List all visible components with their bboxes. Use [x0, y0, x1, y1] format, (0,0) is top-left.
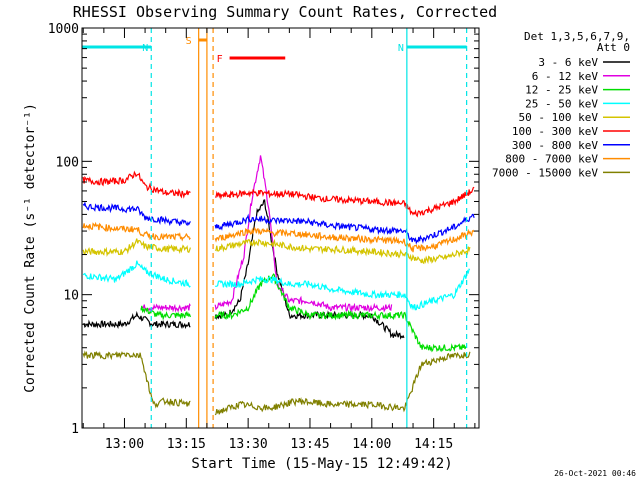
marker-label-3: F [217, 54, 223, 65]
legend-label-0: 3 - 6 keV [538, 56, 598, 69]
legend-label-6: 300 - 800 keV [512, 139, 598, 152]
marker-label-1: N [398, 43, 404, 54]
marker-label-0: N [142, 43, 148, 54]
legend-label-8: 7000 - 15000 keV [492, 166, 598, 179]
x-axis-label: Start Time (15-May-15 12:49:42) [191, 456, 452, 472]
series-line-2-seg-1 [214, 273, 467, 353]
series-line-6-seg-0 [82, 201, 191, 227]
chart-title: RHESSI Observing Summary Count Rates, Co… [73, 3, 497, 21]
series-line-0-seg-0 [82, 310, 191, 330]
series-line-2-seg-0 [140, 305, 191, 321]
legend-header-0: Det 1,3,5,6,7,9, [524, 30, 630, 43]
legend-label-2: 12 - 25 keV [525, 84, 598, 97]
series-line-3-seg-1 [215, 268, 471, 311]
legend-label-4: 50 - 100 keV [519, 111, 599, 124]
y-axis-label: Corrected Count Rate (s⁻¹ detector⁻¹) [23, 103, 38, 393]
legend-header-1: Att 0 [597, 41, 630, 54]
series-line-5-seg-1 [215, 186, 475, 218]
x-tick-label-3: 13:45 [290, 437, 329, 452]
annotation-layer: N N S F [82, 28, 468, 428]
series-line-7-seg-0 [82, 221, 191, 242]
x-tick-label-2: 13:30 [229, 437, 268, 452]
marker-label-2: S [186, 36, 192, 47]
y-tick-label-0: 1 [71, 422, 79, 437]
series-line-1-seg-0 [140, 302, 191, 313]
plot-frame [81, 27, 480, 429]
y-tick-label-1: 10 [63, 289, 79, 304]
series-line-4-seg-1 [214, 238, 471, 265]
x-tick-label-5: 14:15 [414, 437, 453, 452]
series-line-6-seg-1 [214, 213, 475, 245]
legend-label-5: 100 - 300 keV [512, 125, 598, 138]
series-line-7-seg-1 [214, 226, 475, 253]
y-tick-label-3: 1000 [48, 22, 79, 37]
legend-label-3: 25 - 50 keV [525, 97, 598, 110]
x-tick-label-4: 14:00 [352, 437, 391, 452]
footer-date: 26-Oct-2021 00:46 [554, 469, 636, 478]
series-line-1-seg-1 [214, 155, 393, 313]
series-layer [82, 155, 475, 416]
x-tick-label-1: 13:15 [167, 437, 206, 452]
legend-label-7: 800 - 7000 keV [505, 153, 598, 166]
series-line-8-seg-0 [82, 350, 191, 409]
x-tick-label-0: 13:00 [105, 437, 144, 452]
legend-label-1: 6 - 12 keV [532, 70, 599, 83]
series-line-5-seg-0 [82, 170, 191, 199]
series-line-3-seg-0 [82, 260, 191, 288]
series-line-4-seg-0 [82, 238, 191, 257]
axes-layer: 1 10 100 1000 13:00 13:15 13:30 13:45 14:00 14:15 [48, 22, 479, 452]
y-tick-label-2: 100 [56, 155, 79, 170]
series-line-8-seg-1 [214, 351, 471, 416]
